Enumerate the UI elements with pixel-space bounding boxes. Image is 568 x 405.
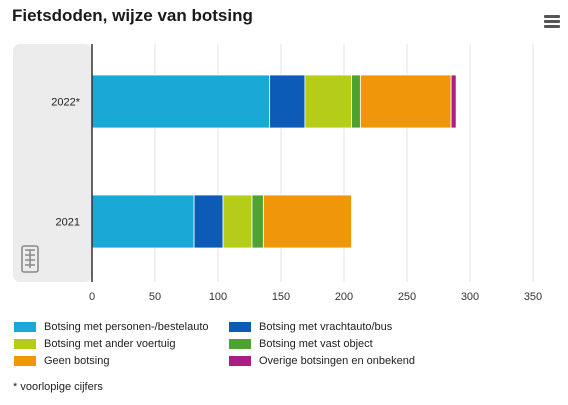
x-tick-label: 50 [149,291,161,303]
y-tick-label: 2022* [51,97,80,109]
legend-swatch [229,322,251,332]
bar-segment[interactable] [91,194,195,249]
legend-item[interactable]: Botsing met personen-/bestelauto [14,321,209,333]
x-tick-label: 150 [272,291,290,303]
bar-segment[interactable] [304,74,352,129]
legend-item[interactable]: Botsing met ander voertuig [14,338,175,350]
bar-segment[interactable] [450,74,457,129]
category-band-background [13,44,92,282]
x-tick-label: 100 [209,291,227,303]
x-tick-label: 0 [89,291,95,303]
cbs-logo-icon [21,245,39,273]
bar-segment[interactable] [351,74,361,129]
bar-segment[interactable] [251,194,264,249]
bar-segment[interactable] [91,74,271,129]
legend-label: Geen botsing [44,355,110,367]
x-tick-label: 200 [335,291,353,303]
chart-area: 2022* 2021 0 50 100 150 200 250 300 350 [13,44,542,303]
legend-item[interactable]: Overige botsingen en onbekend [229,355,415,367]
bar-segment[interactable] [359,74,452,129]
footnote: * voorlopige cijfers [13,381,103,393]
legend-label: Botsing met ander voertuig [44,338,176,350]
legend-item[interactable]: Botsing met vast object [229,338,373,350]
legend-swatch [14,356,36,366]
hamburger-menu-icon[interactable] [544,15,560,28]
legend-label: Botsing met vrachtauto/bus [259,321,393,333]
chart-title: Fietsdoden, wijze van botsing [12,6,253,25]
legend-label: Overige botsingen en onbekend [259,355,415,367]
legend-swatch [229,339,251,349]
legend-label: Botsing met personen-/bestelauto [44,321,209,333]
bar-segment[interactable] [262,194,352,249]
bar-segment[interactable] [269,74,306,129]
legend-label: Botsing met vast object [259,338,373,350]
legend-swatch [229,356,251,366]
legend-item[interactable]: Botsing met vrachtauto/bus [229,321,392,333]
legend-item[interactable]: Geen botsing [14,355,109,367]
bar-segment[interactable] [222,194,253,249]
x-tick-label: 300 [461,291,479,303]
x-tick-label: 350 [524,291,542,303]
legend-swatch [14,322,36,332]
y-tick-label: 2021 [56,217,80,229]
x-tick-label: 250 [398,291,416,303]
legend-swatch [14,339,36,349]
bar-segment[interactable] [193,194,224,249]
